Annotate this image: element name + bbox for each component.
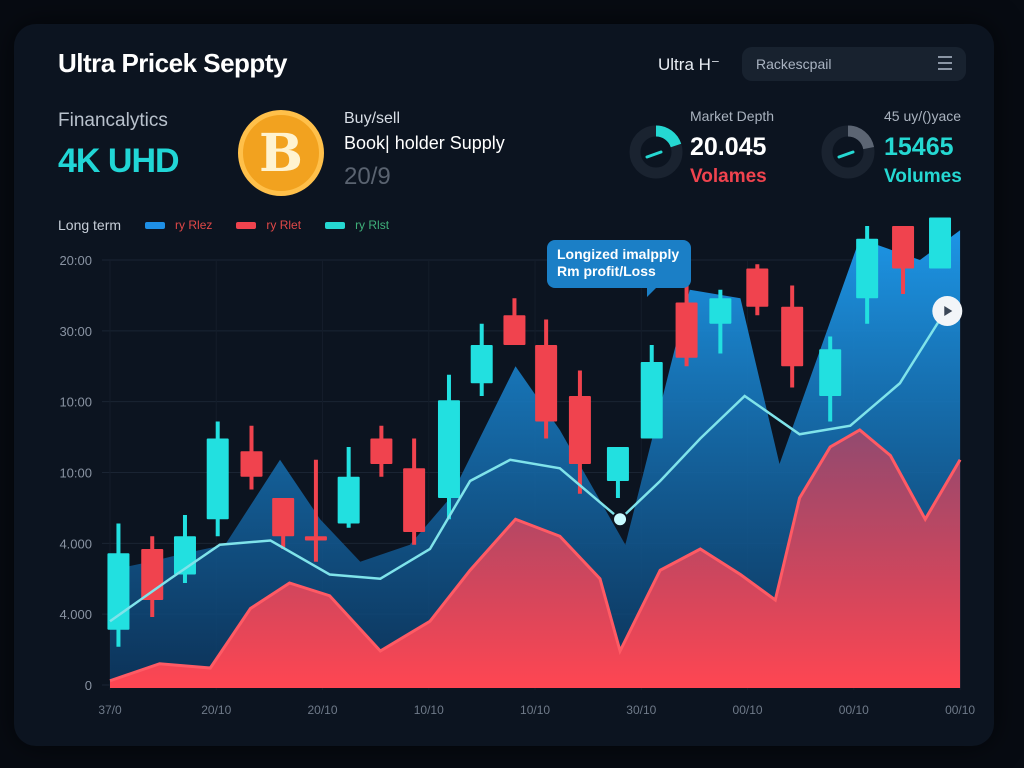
candle-up [929, 217, 952, 269]
buy-sell-label: Buy/sell [344, 110, 401, 127]
candle-down [240, 451, 263, 477]
x-tick-label: 10/10 [414, 703, 444, 717]
brand-value: 4K UHD [58, 142, 180, 180]
legend-swatch-blue [145, 221, 166, 229]
tooltip-line-2: Rm profit/Loss [557, 263, 656, 279]
red-area-series [110, 430, 961, 688]
candle-up [606, 447, 629, 481]
volume-value: 15465 [884, 133, 954, 161]
y-tick-label: 10:00 [59, 466, 92, 481]
tooltip-line-1: Longized imalpply [557, 246, 680, 262]
candle-down [370, 438, 393, 464]
trend-marker [612, 511, 629, 528]
x-tick-label: 10/10 [520, 703, 550, 717]
search-placeholder: Rackescpail [756, 56, 832, 72]
x-tick-label: 00/10 [839, 703, 869, 717]
y-tick-label: 0 [85, 678, 92, 693]
candle-down [272, 498, 295, 537]
x-tick-label: 20/10 [308, 703, 338, 717]
legend-item[interactable]: ry Rlst [355, 218, 390, 232]
candle-up [640, 362, 663, 439]
chart-legend: Long term ry Rlez ry Rlet ry Rlst [58, 217, 389, 233]
play-icon [944, 306, 953, 316]
book-supply-value: 20/9 [344, 163, 391, 190]
y-tick-label: 20:00 [59, 253, 92, 268]
legend-item[interactable]: ry Rlez [175, 218, 213, 232]
candle-down [503, 315, 526, 345]
candle-down [675, 302, 698, 358]
bitcoin-icon: B [238, 110, 324, 196]
y-tick-label: 30:00 [59, 324, 92, 339]
candle-up [856, 238, 879, 299]
candle-up [206, 438, 229, 520]
candle-down [304, 536, 327, 541]
header-right-label: Ultra H⁻ [658, 55, 720, 74]
y-tick-label: 10:00 [59, 395, 92, 410]
candle-up [819, 349, 842, 396]
legend-swatch-cyan [325, 221, 346, 229]
profit-loss-tooltip: Longized imalpply Rm profit/Loss [547, 240, 691, 297]
x-tick-label: 00/10 [733, 703, 763, 717]
hamburger-menu-icon[interactable] [938, 56, 952, 70]
red-area-outline [109, 428, 962, 683]
market-depth-gauge-icon [629, 125, 683, 179]
candle-up [470, 345, 493, 384]
book-supply-label: Book| holder Supply [344, 133, 505, 153]
volume-gauge-icon [821, 125, 875, 179]
page-title: Ultra Pricek Seppty [58, 48, 287, 78]
candle-down [781, 306, 804, 367]
candle-down [535, 345, 558, 422]
brand-label: Financalytics [58, 110, 168, 131]
volume-label: 45 uy/()yace [884, 108, 962, 124]
market-depth-unit: Volames [690, 166, 767, 187]
y-tick-label: 4.000 [59, 607, 92, 622]
legend-title: Long term [58, 217, 122, 233]
x-tick-label: 00/10 [945, 703, 975, 717]
candle-up [337, 476, 360, 524]
blue-area-series [110, 230, 961, 688]
legend-swatch-red [236, 221, 257, 229]
candle-up [107, 553, 130, 630]
candle-down [568, 396, 591, 464]
market-depth-value: 20.045 [690, 133, 767, 161]
search-input[interactable]: Rackescpail [742, 47, 966, 81]
bitcoin-glyph: B [259, 122, 303, 184]
volume-unit: Volumes [884, 166, 962, 187]
legend-item[interactable]: ry Rlet [266, 218, 302, 232]
x-tick-label: 37/0 [98, 703, 122, 717]
candle-up [709, 298, 732, 324]
x-tick-label: 20/10 [201, 703, 231, 717]
candle-up [437, 400, 460, 498]
candle-down [746, 268, 769, 307]
market-depth-label: Market Depth [690, 108, 775, 124]
x-tick-label: 30/10 [626, 703, 656, 717]
candle-down [892, 226, 915, 269]
candle-down [403, 468, 426, 532]
y-tick-label: 4.000 [59, 536, 92, 551]
trend-line [109, 310, 947, 623]
